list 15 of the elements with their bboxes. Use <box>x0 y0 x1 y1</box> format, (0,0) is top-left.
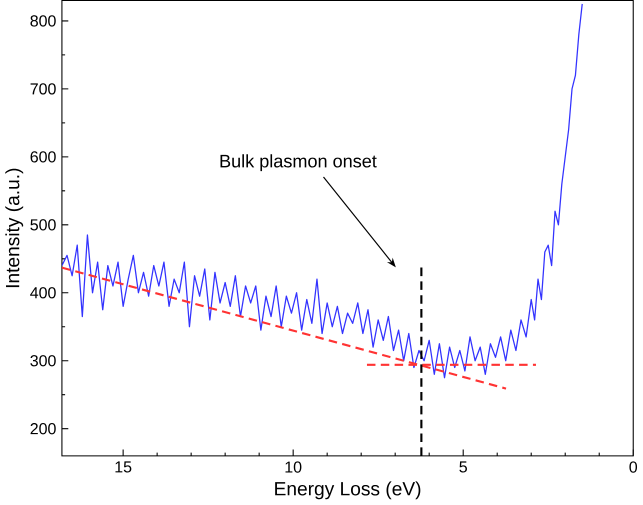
y-axis-title: Intensity (a.u.) <box>5 168 24 288</box>
y-tick-label: 500 <box>30 219 56 231</box>
y-tick-label: 600 <box>30 151 56 163</box>
y-tick-label: 800 <box>30 15 56 27</box>
annotation: Bulk plasmon onset <box>220 154 377 172</box>
x-tick-label: 10 <box>286 462 302 473</box>
x-axis-title: Energy Loss (eV) <box>275 482 420 500</box>
x-tick-label: 0 <box>629 462 638 473</box>
y-tick-label: 400 <box>30 287 56 299</box>
y-tick-label: 700 <box>30 83 56 95</box>
y-tick-label: 200 <box>30 423 56 435</box>
line-series <box>62 3 583 379</box>
x-tick-label: 5 <box>459 462 467 473</box>
y-tick-label: 300 <box>30 355 56 367</box>
x-tick-label: 15 <box>115 462 132 473</box>
